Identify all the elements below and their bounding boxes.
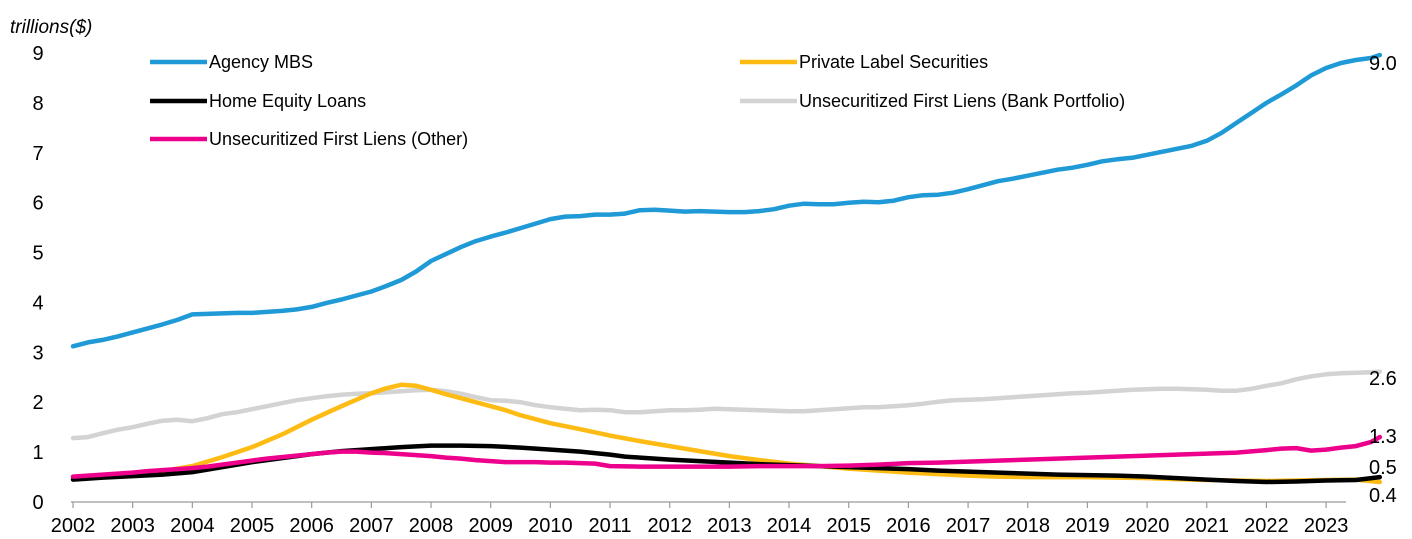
end-value-label: 1.3: [1369, 426, 1397, 448]
end-value-label: 0.5: [1369, 457, 1397, 479]
x-tick-label: 2003: [110, 515, 155, 537]
x-tick-label: 2012: [647, 515, 692, 537]
legend: Agency MBS Private Label Securities Home E…: [150, 52, 1125, 149]
series-line-agency-mbs: [70, 52, 1383, 349]
x-tick-label: 2008: [409, 515, 454, 537]
x-tick-label: 2011: [589, 515, 632, 537]
y-tick-label: 2: [32, 392, 43, 414]
end-value-label: 9.0: [1369, 53, 1397, 75]
x-tick-label: 2023: [1304, 515, 1349, 537]
x-tick-label: 2006: [289, 515, 334, 537]
y-tick-label: 1: [32, 442, 43, 464]
x-tick-label: 2019: [1065, 515, 1110, 537]
x-tick-label: 2015: [826, 515, 871, 537]
y-tick-label: 8: [32, 93, 43, 115]
x-tick-label: 2014: [767, 515, 812, 537]
legend-label-other-first-liens: Unsecuritized First Liens (Other): [209, 129, 468, 149]
y-axis-unit-label: trillions($): [10, 17, 92, 38]
end-value-label: 0.4: [1369, 485, 1397, 507]
x-tick-label: 2021: [1185, 515, 1230, 537]
y-tick-label: 4: [32, 292, 43, 314]
x-tick-label: 2010: [528, 515, 573, 537]
legend-label-private-label-securities: Private Label Securities: [799, 52, 988, 72]
legend-label-home-equity-loans: Home Equity Loans: [209, 91, 366, 111]
x-axis: 2002 2003 2004 2005 2006 2007 2008 2009 2010 2011…: [51, 501, 1349, 537]
legend-label-bank-portfolio-first-liens: Unsecuritized First Liens (Bank Portfoli…: [799, 91, 1125, 111]
series-layer: [70, 52, 1383, 485]
series-line-other-first-liens: [70, 434, 1383, 479]
x-tick-label: 2018: [1005, 515, 1050, 537]
y-axis-ticks: 0 1 2 3 4 5 6 7 8 9: [32, 43, 43, 514]
x-tick-label: 2002: [51, 515, 96, 537]
x-tick-label: 2017: [946, 515, 991, 537]
y-tick-label: 9: [32, 43, 43, 65]
x-tick-label: 2020: [1125, 515, 1170, 537]
y-tick-label: 3: [32, 342, 43, 364]
x-tick-label: 2022: [1244, 515, 1289, 537]
x-tick-label: 2013: [707, 515, 752, 537]
legend-label-agency-mbs: Agency MBS: [209, 52, 313, 72]
series-line-home-equity-loans: [70, 443, 1383, 485]
y-tick-label: 7: [32, 143, 43, 165]
x-tick-label: 2016: [886, 515, 931, 537]
x-tick-label: 2005: [230, 515, 275, 537]
x-tick-label: 2004: [170, 515, 215, 537]
x-tick-label: 2009: [468, 515, 513, 537]
end-value-labels: 9.0 2.6 1.3 0.5 0.4: [1369, 53, 1397, 507]
y-tick-label: 0: [32, 492, 43, 514]
y-tick-label: 6: [32, 193, 43, 215]
y-tick-label: 5: [32, 243, 43, 265]
end-value-label: 2.6: [1369, 368, 1397, 390]
x-tick-label: 2007: [349, 515, 394, 537]
series-line-bank-portfolio-first-liens: [70, 369, 1383, 441]
